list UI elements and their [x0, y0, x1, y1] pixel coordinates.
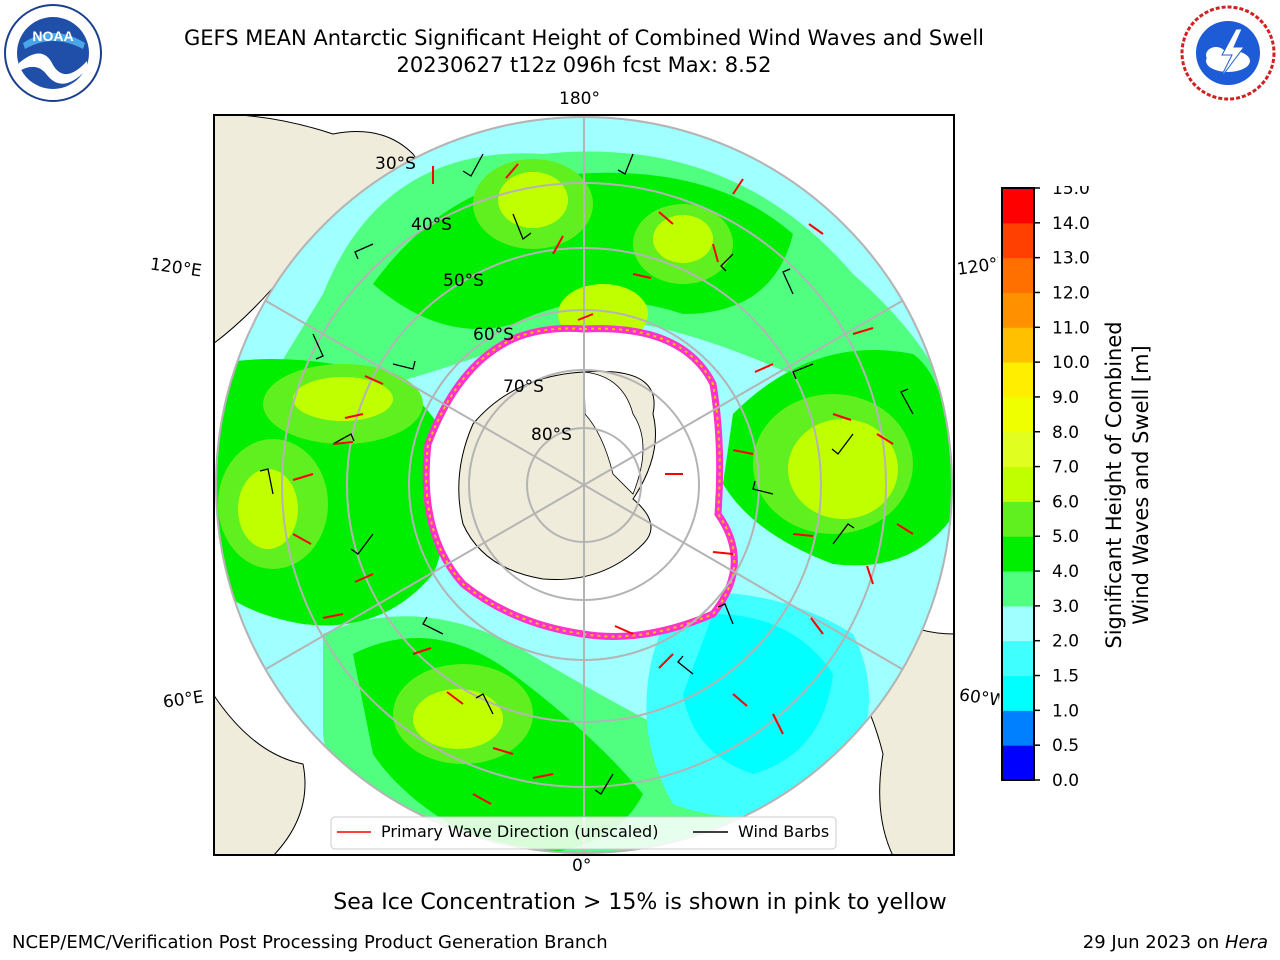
footer-date-text: 29 Jun 2023 on — [1082, 932, 1225, 953]
colorbar-tick-label: 14.0 — [1052, 214, 1090, 234]
footer-date: 29 Jun 2023 on Hera — [1083, 932, 1268, 953]
colorbar-bin — [1002, 396, 1034, 433]
lat-label-50s: 50°S — [443, 271, 484, 291]
colorbar-tick-label: 13.0 — [1052, 249, 1090, 269]
lon-label-120e: 120°E — [148, 254, 203, 282]
map-legend: Primary Wave Direction (unscaled) Wind B… — [330, 816, 837, 850]
colorbar-tick-label: 0.5 — [1052, 736, 1079, 756]
colorbar-bin — [1002, 640, 1034, 677]
colorbar-bin — [1002, 188, 1034, 224]
colorbar-tick-label: 4.0 — [1052, 562, 1079, 582]
colorbar-bin — [1002, 466, 1034, 502]
noaa-logo: NOAA — [4, 4, 102, 102]
sea-ice-caption: Sea Ice Concentration > 15% is shown in … — [333, 890, 947, 915]
colorbar-tick-label: 1.5 — [1052, 667, 1079, 687]
colorbar-tick-label: 1.0 — [1052, 701, 1079, 721]
colorbar-tick-label: 6.0 — [1052, 492, 1079, 512]
colorbar: 15.0 14.0 13.0 12.0 11.0 10.0 9.0 8.0 7.0 6.0 5.0 4… — [1001, 186, 1090, 786]
colorbar-tick-label: 8.0 — [1052, 423, 1079, 443]
colorbar-label: Significant Height of Combined Wind Wave… — [1102, 321, 1153, 649]
colorbar-tick-label: 11.0 — [1052, 318, 1090, 338]
colorbar-bin — [1002, 257, 1034, 293]
footer-branch: NCEP/EMC/Verification Post Processing Pr… — [12, 932, 608, 953]
lat-label-60s: 60°S — [473, 325, 514, 345]
colorbar-bin — [1002, 431, 1034, 468]
lat-label-30s: 30°S — [375, 154, 416, 174]
africa-land — [213, 693, 306, 856]
title-line-2: 20230627 t12z 096h fcst Max: 8.52 — [396, 53, 772, 77]
footer-host: Hera — [1224, 932, 1268, 953]
wind-barbs — [259, 153, 914, 795]
colorbar-bin — [1002, 675, 1034, 711]
colorbar-tick-label: 2.0 — [1052, 632, 1079, 652]
colorbar-bin — [1002, 292, 1034, 328]
colorbar-bin — [1002, 745, 1034, 781]
colorbar-bin — [1002, 605, 1034, 642]
colorbar-tick-label: 5.0 — [1052, 527, 1079, 547]
colorbar-tick-label: 9.0 — [1052, 388, 1079, 408]
nws-logo — [1180, 5, 1276, 101]
lon-label-180: 180° — [559, 89, 600, 109]
colorbar-tick-label: 3.0 — [1052, 597, 1079, 617]
title-line-1: GEFS MEAN Antarctic Significant Height o… — [183, 26, 985, 50]
lon-label-60e: 60°E — [161, 687, 206, 713]
legend-wind-barbs-label: Wind Barbs — [738, 822, 829, 841]
lon-label-60w: 60°W — [957, 685, 1001, 711]
colorbar-tick-label: 15.0 — [1052, 186, 1090, 199]
colorbar-bin — [1002, 327, 1034, 363]
colorbar-bin — [1002, 571, 1034, 607]
lon-label-0: 0° — [572, 856, 592, 876]
colorbar-bin — [1002, 501, 1034, 537]
wave-direction-arrows — [292, 163, 914, 805]
map-panel: Primary Wave Direction (unscaled) Wind B… — [213, 114, 955, 856]
colorbar-bin — [1002, 710, 1034, 746]
colorbar-bin — [1002, 362, 1034, 398]
lat-label-40s: 40°S — [411, 215, 452, 235]
lon-label-120w: 120°W — [955, 254, 1001, 280]
legend-wave-direction-label: Primary Wave Direction (unscaled) — [381, 822, 658, 841]
colorbar-tick-label: 12.0 — [1052, 283, 1090, 303]
lat-label-80s: 80°S — [531, 425, 572, 445]
colorbar-tick-label: 10.0 — [1052, 353, 1090, 373]
lat-label-70s: 70°S — [503, 377, 544, 397]
colorbar-tick-label: 7.0 — [1052, 458, 1079, 478]
colorbar-bin — [1002, 222, 1034, 259]
noaa-logo-text: NOAA — [32, 28, 73, 44]
colorbar-tick-label: 0.0 — [1052, 771, 1079, 786]
colorbar-bin — [1002, 536, 1034, 572]
